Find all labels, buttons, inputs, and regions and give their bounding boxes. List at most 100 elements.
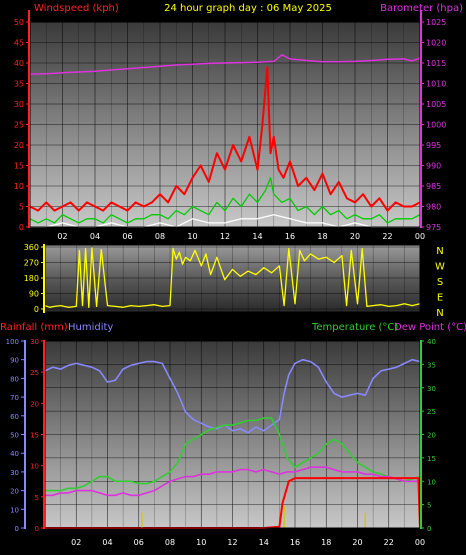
barometer-tick-label: 1010 [426, 80, 446, 89]
barometer-tick-label: 1020 [426, 39, 446, 48]
rain-temp-x-tick-label: 10 [196, 538, 206, 547]
wind-tick-label: 45 [14, 39, 24, 48]
compass-label: N [436, 308, 443, 319]
series-dewpoint [45, 466, 420, 497]
direction-ticks: 0 90 180 270 360 [24, 243, 45, 314]
wind-x-tick-label: 02 [57, 232, 67, 241]
rain-temp-x-tick-label: 04 [102, 538, 112, 547]
humidity-tick-label: 50 [10, 432, 19, 440]
rain-temp-x-tick-label: 00 [415, 538, 425, 547]
direction-tick-label: 0 [34, 305, 39, 314]
temperature-tick-label: 10 [427, 478, 436, 486]
compass-label: W [435, 262, 445, 273]
temperature-tick-label: 0 [427, 525, 431, 533]
series-direction [44, 247, 421, 308]
rain-temp-x-tick-label: 12 [227, 538, 237, 547]
humidity-tick-label: 30 [10, 469, 19, 477]
barometer-tick-label: 1000 [426, 121, 446, 130]
humidity-axis-title: Humidity [68, 322, 113, 333]
rain-temp-x-tick-label: 20 [352, 538, 362, 547]
barometer-tick-label: 990 [426, 162, 441, 171]
wind-tick-label: 50 [14, 18, 24, 27]
wind-tick-label: 15 [14, 162, 24, 171]
wind-x-tick-label: 08 [155, 232, 165, 241]
wind-series [29, 54, 421, 228]
humidity-tick-label: 90 [10, 357, 19, 365]
rain-temp-x-tick-label: 14 [259, 538, 269, 547]
rain-temp-panel: 0 10 20 30 40 5 0 6 0 70 80 90 100 0 5 10 15 20 25 30 0 5 10… [6, 338, 436, 547]
direction-tick-label: 90 [29, 290, 39, 299]
series-temperature [45, 417, 421, 492]
rainfall-tick-label: 15 [30, 432, 39, 440]
rainfall-tick-label: 0 [35, 525, 39, 533]
wind-x-tick-label: 22 [382, 232, 392, 241]
rainfall-tick-label: 5 [35, 494, 39, 502]
wind-tick-label: 35 [14, 80, 24, 89]
temperature-tick-label: 5 [427, 502, 431, 510]
wind-x-tick-label: 10 [187, 232, 197, 241]
humidity-tick-label: 20 [10, 488, 19, 496]
rain-temp-x-tick-label: 08 [165, 538, 175, 547]
rain-temp-x-tick-label: 22 [384, 538, 394, 547]
wind-axis-title: Windspeed (kph) [34, 3, 119, 14]
rainfall-tick-label: 20 [30, 400, 39, 408]
wind-tick-label: 20 [14, 141, 24, 150]
compass-label: N [436, 246, 443, 257]
humidity-tick-label: 80 [10, 375, 19, 383]
humidity-tick-label: 10 [10, 506, 19, 514]
direction-tick-label: 270 [24, 259, 39, 268]
wind-tick-label: 40 [14, 59, 24, 68]
temperature-axis-title: Temperature (°C) [311, 322, 398, 333]
temperature-tick-label: 20 [427, 432, 436, 440]
wind-x-tick-label: 16 [285, 232, 295, 241]
chart-title: 24 hour graph day : 06 May 2025 [164, 3, 332, 14]
compass-label: E [437, 293, 443, 304]
humidity-tick-label: 0 [15, 525, 19, 533]
direction-series [44, 247, 421, 308]
rain-temp-x-tick-label: 06 [134, 538, 144, 547]
temperature-tick-label: 40 [427, 338, 436, 346]
rainfall-ticks: 0 5 10 15 20 25 30 [30, 338, 45, 533]
temperature-tick-label: 15 [427, 455, 436, 463]
series-wind-avg [29, 177, 421, 224]
barometer-tick-label: 995 [426, 141, 441, 150]
rain-temp-x-tick-label: 18 [321, 538, 331, 547]
wind-x-tick-label: 20 [350, 232, 360, 241]
wind-x-tick-label: 06 [122, 232, 132, 241]
temperature-ticks: 0 5 10 15 20 25 30 35 40 [420, 338, 436, 533]
wind-tick-label: 0 [19, 223, 24, 232]
barometer-tick-label: 1025 [426, 18, 446, 27]
compass-label: S [437, 277, 443, 288]
wind-x-tick-label: 18 [317, 232, 327, 241]
rain-temp-x-tick-label: 02 [71, 538, 81, 547]
humidity-tick-label: 40 [10, 450, 19, 458]
wind-x-tick-label: 12 [220, 232, 230, 241]
humidity-ticks: 0 10 20 30 40 50 60 70 80 90 100 [6, 338, 25, 533]
rainfall-tick-label: 30 [30, 338, 39, 346]
wind-tick-label: 5 [19, 203, 24, 212]
rain-temp-x-ticks: 02 04 06 08 10 12 14 16 18 20 22 00 [71, 538, 425, 547]
barometer-ticks-right: 975 980 985 990 995 1000 1005 1010 1015 1020 1025 [420, 18, 446, 232]
barometer-tick-label: 975 [426, 223, 441, 232]
temperature-tick-label: 25 [427, 408, 436, 416]
wind-ticks-left: 0 5 10 15 20 25 30 35 40 45 50 [14, 18, 30, 232]
wind-x-tick-label: 14 [252, 232, 262, 241]
dewpoint-axis-title: Dew Point (°C) [394, 322, 466, 333]
wind-x-ticks: 02 04 06 08 10 12 14 16 18 20 22 00 [57, 232, 425, 241]
direction-tick-label: 360 [24, 243, 39, 252]
humidity-tick-label: 70 [10, 394, 19, 402]
direction-tick-label: 180 [24, 274, 39, 283]
wind-x-tick-label: 00 [415, 232, 425, 241]
series-wind-gust [29, 66, 421, 212]
temperature-tick-label: 35 [427, 361, 436, 369]
wind-tick-label: 25 [14, 121, 24, 130]
barometer-tick-label: 1005 [426, 100, 446, 109]
rainfall-tick-label: 25 [30, 369, 39, 377]
humidity-tick-label: 100 [6, 338, 19, 346]
barometer-tick-label: 980 [426, 203, 441, 212]
series-barometer [29, 54, 421, 75]
rainfall-tick-label: 10 [30, 463, 39, 471]
